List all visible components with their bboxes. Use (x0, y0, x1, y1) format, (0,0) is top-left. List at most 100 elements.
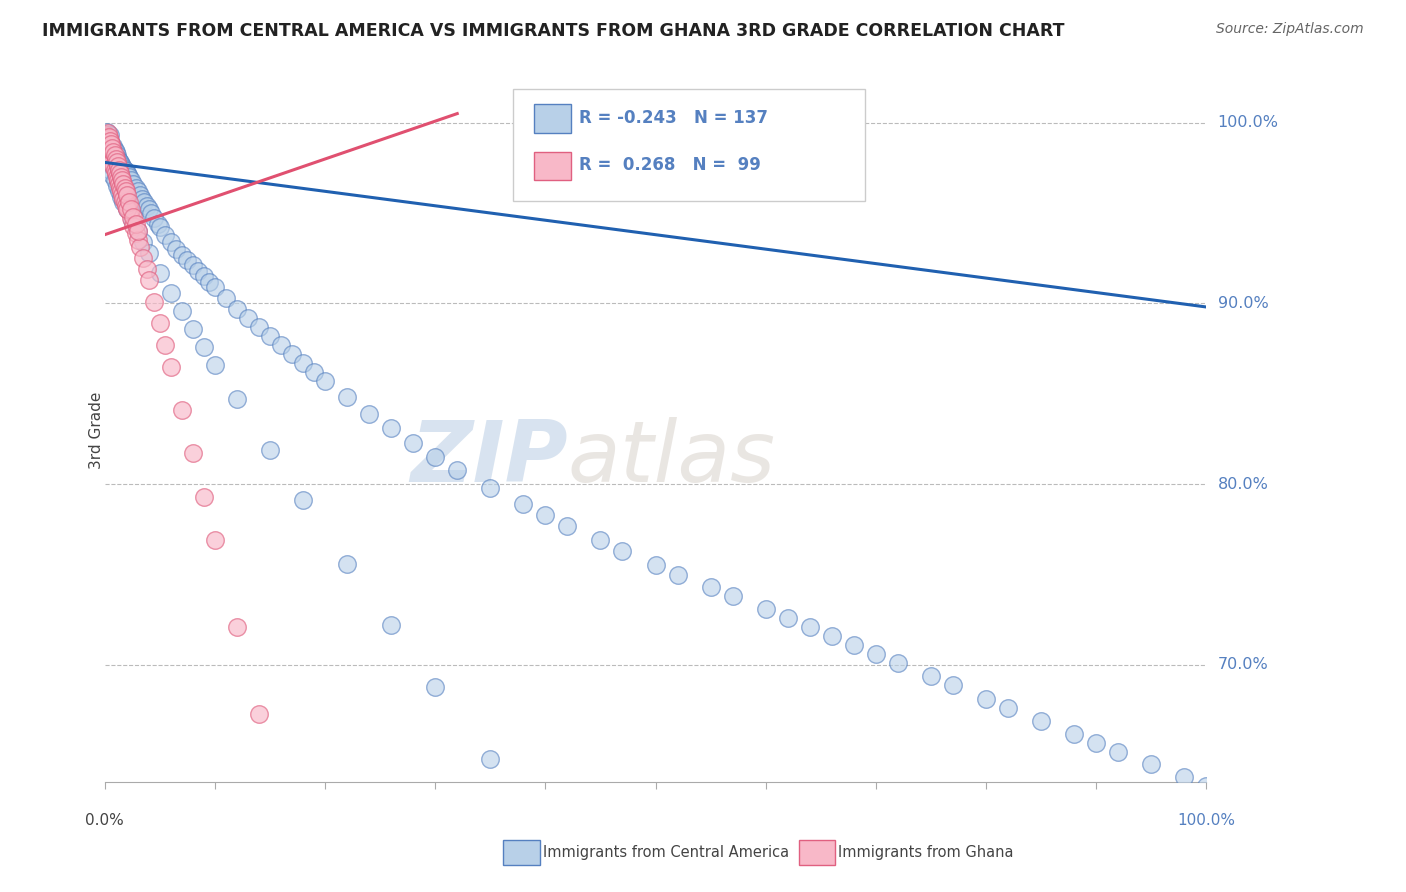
Point (96, 137, 118, 152)
Point (98, 141, 121, 155)
Point (120, 173, 142, 187)
Point (112, 195, 135, 210)
Point (204, 358, 226, 372)
Point (110, 184, 132, 198)
Point (103, 145, 125, 159)
Point (94, 128, 117, 143)
Point (270, 793, 292, 807)
Point (108, 175, 131, 189)
Point (198, 275, 221, 289)
Point (115, 202, 138, 217)
Point (112, 161, 135, 175)
Point (97, 141, 120, 155)
Point (105, 169, 128, 184)
Point (112, 177, 135, 191)
Point (96, 130, 118, 145)
Point (124, 226, 146, 240)
Point (193, 490, 215, 504)
Point (115, 197, 138, 211)
Point (225, 301, 247, 316)
Point (247, 319, 270, 334)
Point (110, 157, 132, 171)
Point (138, 273, 160, 287)
Point (204, 280, 226, 294)
Point (159, 359, 181, 374)
Point (270, 338, 292, 352)
Point (96, 152, 118, 166)
Point (644, 558, 666, 573)
Point (755, 602, 778, 616)
Point (215, 291, 238, 305)
Point (170, 403, 193, 417)
Point (100, 137, 122, 152)
Point (96, 137, 118, 152)
Point (98, 136, 121, 150)
Text: IMMIGRANTS FROM CENTRAL AMERICA VS IMMIGRANTS FROM GHANA 3RD GRADE CORRELATION C: IMMIGRANTS FROM CENTRAL AMERICA VS IMMIG… (42, 22, 1064, 40)
Point (159, 285, 181, 300)
Point (97, 137, 120, 152)
Point (107, 168, 129, 182)
Point (98, 141, 121, 155)
Point (100, 152, 122, 166)
Point (225, 392, 247, 407)
Point (291, 356, 314, 370)
Point (98, 162, 121, 177)
Point (479, 752, 502, 766)
Point (132, 235, 155, 249)
Point (122, 219, 145, 233)
Point (100, 137, 122, 152)
Point (101, 146, 124, 161)
Point (100, 143, 122, 157)
Y-axis label: 3rd Grade: 3rd Grade (89, 392, 104, 468)
Point (108, 184, 131, 198)
Point (111, 188, 134, 202)
Point (98, 134, 121, 148)
Point (1107, 745, 1129, 759)
Point (612, 544, 634, 558)
Point (115, 188, 138, 202)
Point (291, 880, 314, 892)
Text: 100.0%: 100.0% (1177, 813, 1236, 828)
Point (107, 152, 129, 166)
Point (112, 186, 135, 201)
Point (104, 148, 127, 162)
Point (380, 421, 402, 435)
Point (721, 589, 744, 603)
Point (101, 168, 124, 182)
Point (259, 442, 281, 457)
Point (100, 141, 122, 155)
Point (129, 240, 152, 254)
Point (138, 245, 160, 260)
Point (104, 162, 127, 177)
Point (115, 202, 138, 217)
Point (98, 128, 121, 143)
Point (699, 580, 721, 594)
Point (176, 252, 198, 267)
Point (103, 153, 125, 168)
Point (446, 463, 468, 477)
Point (111, 182, 134, 196)
Point (259, 329, 281, 343)
Point (974, 692, 997, 706)
Point (114, 164, 136, 178)
Point (94, 134, 117, 148)
Point (111, 173, 134, 187)
Point (135, 262, 157, 277)
Point (114, 180, 136, 194)
Point (104, 145, 127, 159)
Point (479, 481, 502, 495)
Point (291, 493, 314, 508)
Point (103, 145, 125, 159)
Point (1085, 736, 1108, 750)
Point (842, 638, 865, 652)
Point (865, 647, 887, 661)
Point (557, 518, 579, 533)
Point (97, 143, 120, 157)
Text: atlas: atlas (568, 417, 775, 500)
Point (114, 195, 136, 210)
Point (114, 194, 136, 208)
Text: R = -0.243   N = 137: R = -0.243 N = 137 (579, 109, 768, 127)
Point (336, 390, 359, 404)
Point (98, 148, 121, 162)
Point (101, 145, 124, 159)
